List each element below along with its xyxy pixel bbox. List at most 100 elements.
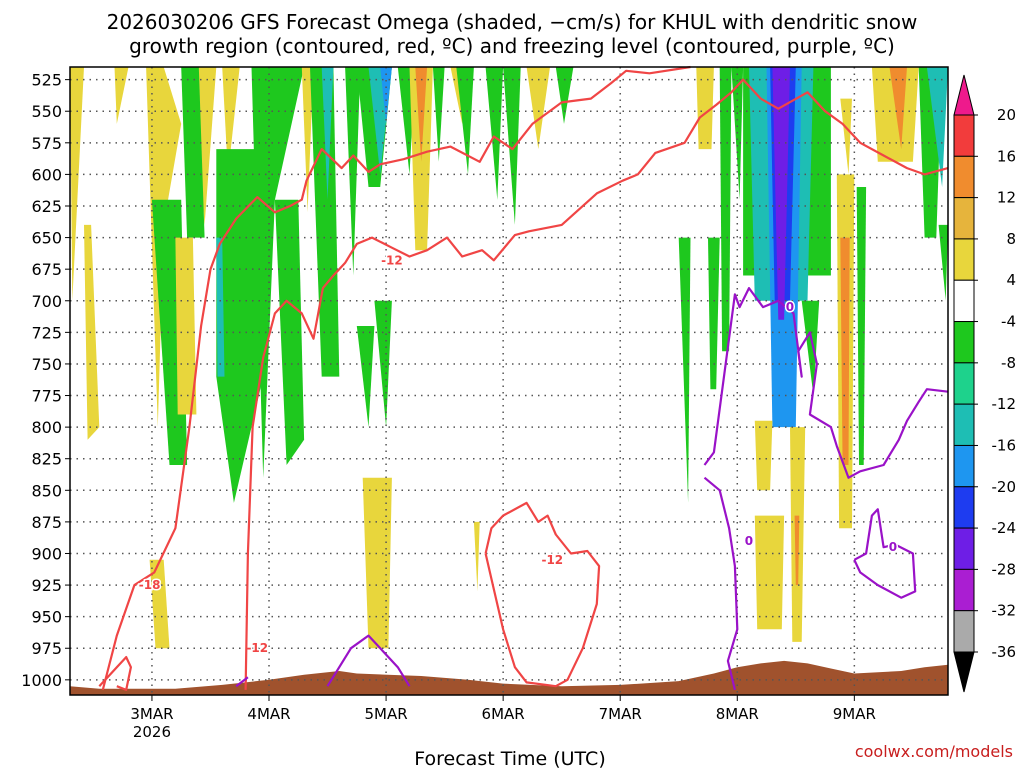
omega-region-16: [321, 67, 334, 200]
omega-region-34: [473, 521, 480, 592]
colorbar-tick-label-7: -12: [992, 395, 1017, 413]
omega-region-46: [754, 420, 773, 491]
colorbar-segment-7: [953, 362, 975, 405]
omega-region-35: [678, 237, 691, 503]
y-tick-label-525: 525: [31, 71, 62, 90]
omega-region-29: [526, 67, 550, 150]
colorbar: 20 16 12 8 4 -4 -8 -12 -16 -20 -24 -28 -32 -36: [953, 74, 1017, 693]
x-tick-label-8MAR: 8MAR: [716, 705, 759, 723]
dendritic-contour-label-0: -18: [139, 578, 161, 592]
omega-region-6: [222, 67, 240, 175]
colorbar-segment-top: [953, 74, 975, 116]
y-tick-label-775: 775: [31, 387, 62, 406]
colorbar-segment-13: [953, 610, 975, 653]
y-tick-label-550: 550: [31, 102, 62, 121]
omega-region-12: [274, 199, 305, 465]
colorbar-segment-9: [953, 444, 975, 488]
colorbar-tick-label-10: -24: [992, 519, 1017, 537]
colorbar-tick-label-3: 8: [1006, 230, 1016, 248]
omega-region-3: [146, 67, 182, 428]
omega-region-14: [301, 67, 314, 213]
dendritic-growth-contours: -18 -12 -12 -12: [98, 65, 949, 692]
colorbar-segment-1: [953, 114, 975, 157]
omega-shading: [70, 67, 948, 649]
omega-region-11: [251, 67, 305, 478]
omega-region-8: [181, 67, 205, 238]
colorbar-segment-3: [953, 197, 975, 240]
omega-region-9: [175, 237, 197, 415]
colorbar-tick-label-5: -4: [1001, 313, 1016, 331]
omega-region-52: [840, 98, 852, 175]
freezing-contour-label-1: 0: [889, 540, 897, 554]
omega-region-1: [84, 224, 100, 440]
omega-region-55: [889, 67, 907, 150]
colorbar-tick-label-1: 16: [997, 147, 1016, 165]
dendritic-contour-line-0: [101, 65, 691, 691]
y-tick-label-700: 700: [31, 292, 62, 311]
omega-region-54: [871, 67, 919, 162]
omega-region-10: [216, 149, 264, 503]
colorbar-segment-6: [953, 321, 975, 364]
omega-region-15: [310, 67, 340, 377]
colorbar-segment-11: [953, 527, 975, 570]
plot-area: -18 -12 -12 -12 0 0 0: [69, 65, 949, 696]
colorbar-tick-label-8: -16: [992, 436, 1017, 454]
colorbar-segment-12: [953, 568, 975, 612]
colorbar-tick-label-12: -32: [992, 602, 1017, 620]
omega-region-31: [356, 326, 375, 428]
x-tick-label-9MAR: 9MAR: [833, 705, 876, 723]
x-tick-label-3MAR: 3MAR: [130, 705, 173, 723]
omega-region-20: [380, 67, 392, 124]
omega-region-58: [938, 224, 948, 301]
omega-region-5: [149, 559, 170, 649]
x-tick-label-4MAR: 4MAR: [247, 705, 290, 723]
y-tick-label-675: 675: [31, 260, 62, 279]
omega-region-49: [794, 515, 800, 586]
omega-region-44: [772, 67, 790, 320]
omega-region-30: [555, 67, 574, 124]
freezing-contour-line-4: [326, 634, 411, 687]
y-tick-label-900: 900: [31, 544, 62, 563]
y-tick-label-825: 825: [31, 450, 62, 469]
freezing-contour-line-2: [703, 476, 739, 691]
omega-region-51: [840, 237, 850, 465]
colorbar-segment-bottom: [953, 651, 975, 693]
colorbar-segment-2: [953, 155, 975, 199]
y-tick-label-575: 575: [31, 134, 62, 153]
colorbar-tick-label-4: 4: [1006, 271, 1016, 289]
omega-region-36: [708, 237, 720, 390]
colorbar-tick-label-13: -36: [992, 643, 1017, 661]
y-tick-label-800: 800: [31, 418, 62, 437]
credit-link[interactable]: coolwx.com/models: [855, 742, 1013, 761]
y-tick-label-950: 950: [31, 608, 62, 627]
terrain: [70, 660, 948, 695]
dendritic-contour-line-2: [244, 78, 949, 690]
y-tick-label-875: 875: [31, 513, 62, 532]
y-tick-label-600: 600: [31, 165, 62, 184]
x-axis-label: Forecast Time (UTC): [414, 748, 605, 768]
freezing-contour-line-1: [853, 508, 917, 599]
freezing-level-contours: 0 0 0: [235, 287, 949, 691]
y-tick-label-850: 850: [31, 481, 62, 500]
freezing-contour-label-2: 0: [745, 534, 753, 548]
x-tick-label-5MAR: 5MAR: [364, 705, 407, 723]
omega-region-39: [696, 67, 714, 150]
dendritic-contour-line-3: [484, 501, 601, 688]
y-tick-label-975: 975: [31, 639, 62, 658]
colorbar-tick-label-9: -20: [992, 478, 1017, 496]
freezing-contour-line-3: [235, 676, 249, 688]
colorbar-segment-10: [953, 486, 975, 529]
y-tick-label-725: 725: [31, 323, 62, 342]
x-tick-label-6MAR: 6MAR: [482, 705, 525, 723]
omega-region-24: [432, 67, 445, 162]
freezing-contour-line-0: [703, 287, 949, 479]
dendritic-contour-line-1: [98, 655, 132, 692]
omega-region-27: [485, 67, 504, 200]
y-tick-label-650: 650: [31, 229, 62, 248]
dendritic-contour-label-2: -12: [381, 253, 403, 267]
colorbar-tick-label-0: 20: [997, 106, 1016, 124]
plot-frame: [69, 66, 949, 696]
omega-region-17: [345, 67, 361, 276]
chart-title-line-2: growth region (contoured, red, ºC) and f…: [129, 34, 895, 58]
